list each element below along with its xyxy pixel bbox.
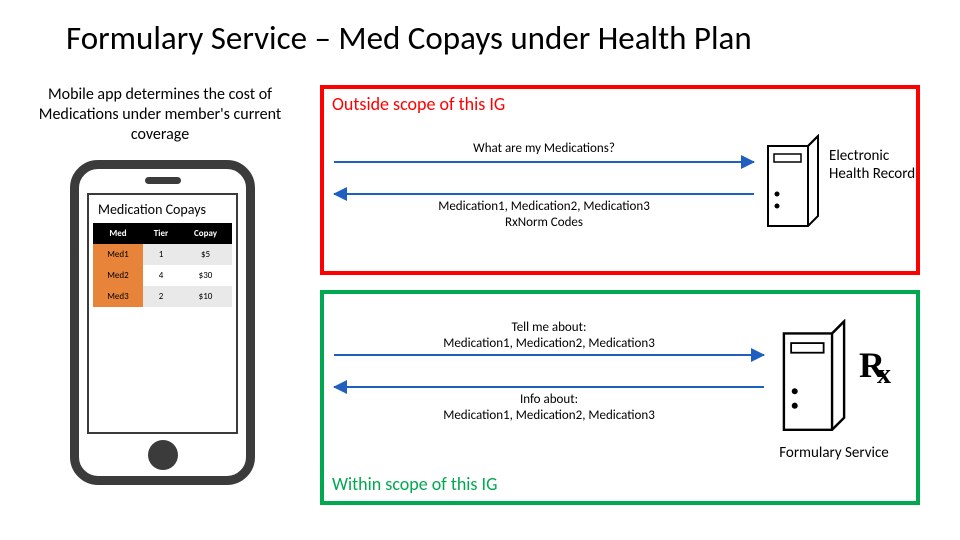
request-arrow-group: What are my Medications? [334, 161, 754, 163]
page-title: Formulary Service – Med Copays under Hea… [66, 18, 752, 58]
request-arrow-group-2: Tell me about: Medication1, Medication2,… [334, 354, 764, 356]
ehr-label-l2: Health Record [829, 165, 915, 183]
response-label: Medication1, Medication2, Medication3 Rx… [334, 199, 754, 230]
col-med: Med [93, 223, 143, 244]
screen-title: Medication Copays [93, 199, 232, 223]
within-scope-box: Tell me about: Medication1, Medication2,… [320, 290, 920, 505]
response-line1: Medication1, Medication2, Medication3 [438, 199, 650, 214]
outside-scope-label: Outside scope of this IG [332, 93, 505, 115]
arrow-left-icon [334, 386, 764, 388]
ehr-label: Electronic Health Record [829, 147, 915, 183]
cell: $10 [179, 286, 232, 307]
phone-screen: Medication Copays Med Tier Copay Med1 1 … [87, 193, 238, 434]
response-arrow-group: Medication1, Medication2, Medication3 Rx… [334, 193, 754, 195]
cell: $30 [179, 265, 232, 286]
cell: 4 [143, 265, 179, 286]
arrow-right-icon [334, 161, 754, 163]
arrow-left-icon [334, 193, 754, 195]
phone-speaker [145, 177, 181, 184]
request-label: What are my Medications? [334, 141, 754, 157]
cell: Med2 [93, 265, 143, 286]
outside-scope-box: Outside scope of this IG What are my Med… [320, 85, 920, 275]
cell: Med1 [93, 244, 143, 265]
col-copay: Copay [179, 223, 232, 244]
formulary-server-icon [779, 319, 849, 437]
cell: $5 [179, 244, 232, 265]
copay-table: Med Tier Copay Med1 1 $5 Med2 4 $30 Med3 [93, 223, 232, 307]
within-scope-label: Within scope of this IG [332, 473, 497, 495]
phone-home-button-icon [148, 440, 178, 470]
mobile-caption: Mobile app determines the cost of Medica… [30, 85, 290, 145]
request-label-2: Tell me about: Medication1, Medication2,… [334, 320, 764, 351]
formulary-label: Formulary Service [769, 444, 899, 462]
req2-l2: Medication1, Medication2, Medication3 [443, 336, 655, 351]
cell: 2 [143, 286, 179, 307]
response-arrow-group-2: Info about: Medication1, Medication2, Me… [334, 386, 764, 388]
ehr-server-icon [764, 134, 822, 232]
req2-l1: Tell me about: [512, 320, 587, 335]
ehr-label-l1: Electronic [829, 147, 889, 165]
phone-device: Medication Copays Med Tier Copay Med1 1 … [70, 160, 255, 485]
table-row: Med3 2 $10 [93, 286, 232, 307]
rx-icon: Rx [859, 344, 899, 386]
cell: 1 [143, 244, 179, 265]
response-line2: RxNorm Codes [505, 215, 583, 230]
cell: Med3 [93, 286, 143, 307]
response-label-2: Info about: Medication1, Medication2, Me… [334, 392, 764, 423]
resp2-l1: Info about: [520, 392, 578, 407]
table-row: Med1 1 $5 [93, 244, 232, 265]
table-row: Med2 4 $30 [93, 265, 232, 286]
resp2-l2: Medication1, Medication2, Medication3 [443, 408, 655, 423]
arrow-right-icon [334, 354, 764, 356]
col-tier: Tier [143, 223, 179, 244]
